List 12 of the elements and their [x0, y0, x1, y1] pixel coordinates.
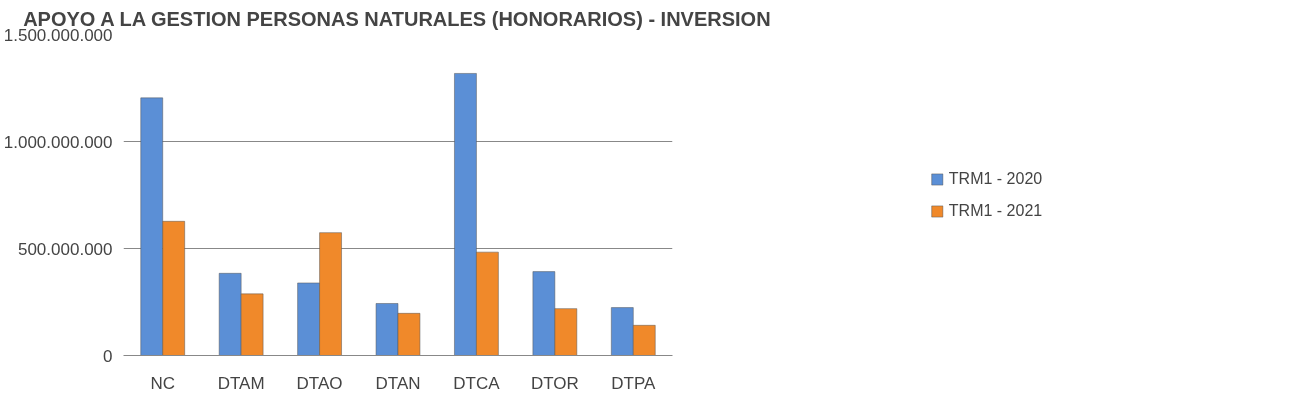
- legend-label: TRM1 - 2021: [948, 201, 1043, 220]
- x-tick-label: DTAO: [296, 373, 343, 393]
- x-tick-label: NC: [150, 373, 175, 393]
- y-tick-label: 500.000.000: [17, 239, 113, 259]
- x-tick-label: DTAN: [375, 373, 421, 393]
- y-tick-label: 1.000.000.000: [3, 132, 113, 152]
- y-tick-label: 0: [103, 346, 113, 366]
- legend-label: TRM1 - 2020: [948, 169, 1043, 188]
- x-tick-label: DTOR: [530, 373, 579, 393]
- x-tick-label: DTAM: [217, 373, 265, 393]
- x-tick-label: DTCA: [453, 373, 501, 393]
- x-tick-label: DTPA: [611, 373, 656, 393]
